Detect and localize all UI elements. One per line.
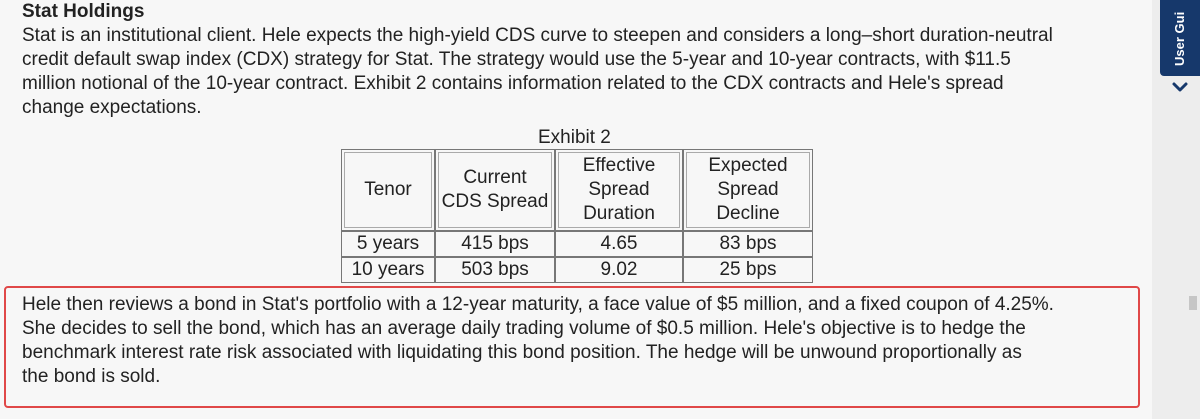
table-header-row: Tenor Current CDS Spread Effective Sprea…	[341, 149, 813, 231]
table-row: 10 years 503 bps 9.02 25 bps	[341, 257, 813, 283]
followup-line: benchmark interest rate risk associated …	[22, 342, 1022, 363]
header-current-cds-spread: Current CDS Spread	[435, 149, 555, 231]
cell-current-spread: 415 bps	[435, 231, 555, 257]
header-effective-spread-duration: Effective Spread Duration	[555, 149, 683, 231]
intro-line: million notional of the 10-year contract…	[22, 73, 1004, 94]
user-guide-label[interactable]: User Gui	[1172, 11, 1187, 66]
cell-current-spread: 503 bps	[435, 257, 555, 283]
cell-tenor: 10 years	[341, 257, 435, 283]
cell-tenor: 5 years	[341, 231, 435, 257]
table-row: 5 years 415 bps 4.65 83 bps	[341, 231, 813, 257]
scrollbar-thumb[interactable]	[1189, 296, 1197, 310]
header-expected-spread-decline: Expected Spread Decline	[683, 149, 813, 231]
user-guide-tab[interactable]	[1160, 0, 1200, 76]
question-content: Stat Holdings Stat is an institutional c…	[4, 1, 1142, 408]
section-heading: Stat Holdings	[22, 1, 145, 22]
intro-paragraph: Stat is an institutional client. Hele ex…	[22, 24, 1142, 120]
header-tenor: Tenor	[341, 149, 435, 231]
highlight-box	[4, 286, 1140, 408]
cell-spread-decline: 25 bps	[683, 257, 813, 283]
intro-line: credit default swap index (CDX) strategy…	[22, 49, 1011, 70]
exhibit-title: Exhibit 2	[538, 127, 611, 148]
exhibit-table: Tenor Current CDS Spread Effective Sprea…	[341, 149, 813, 283]
intro-line: change expectations.	[22, 97, 202, 118]
cell-spread-duration: 9.02	[555, 257, 683, 283]
cell-spread-decline: 83 bps	[683, 231, 813, 257]
chevron-down-icon[interactable]	[1170, 80, 1190, 94]
followup-line: She decides to sell the bond, which has …	[22, 318, 1026, 339]
cell-spread-duration: 4.65	[555, 231, 683, 257]
intro-line: Stat is an institutional client. Hele ex…	[22, 25, 1053, 46]
followup-line: Hele then reviews a bond in Stat's portf…	[22, 294, 1054, 315]
followup-line: the bond is sold.	[22, 366, 161, 387]
followup-paragraph: Hele then reviews a bond in Stat's portf…	[22, 293, 1137, 389]
